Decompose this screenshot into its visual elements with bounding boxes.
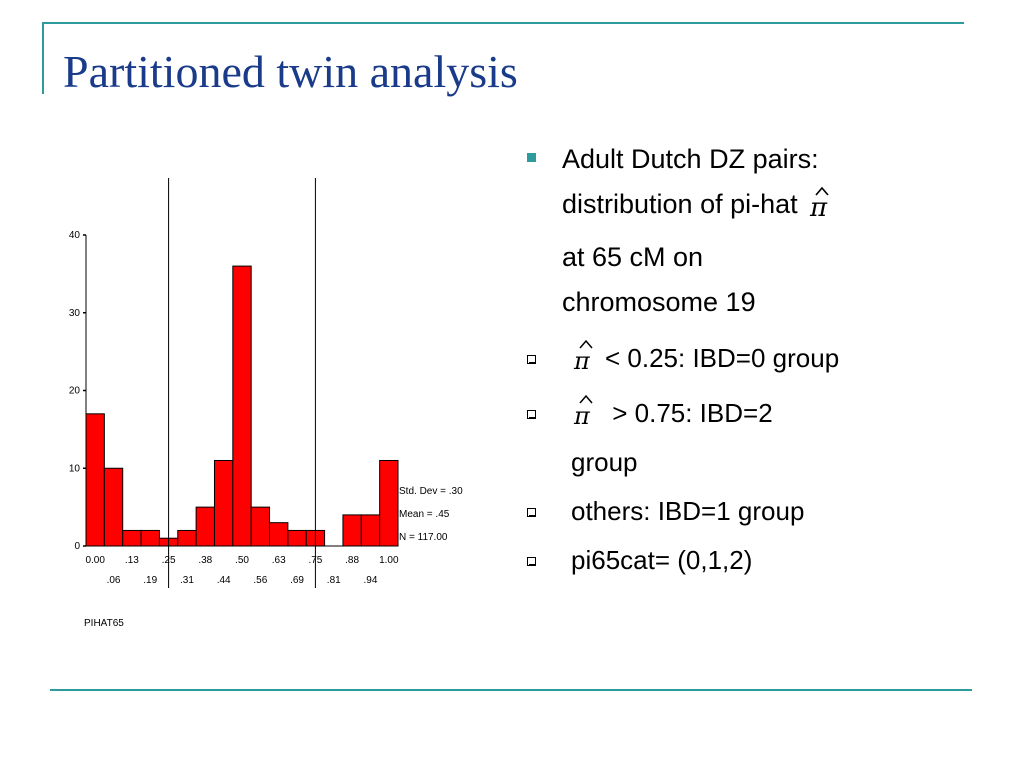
x-tick-label: .19 [143, 575, 157, 586]
pi-hat-symbol-icon: π [804, 185, 840, 235]
hollow-square-bullet-icon [527, 508, 536, 517]
sub-bullet-ibd0: π < 0.25: IBD=0 group [527, 337, 997, 386]
histogram-bar [85, 413, 105, 547]
x-tick-label: 0.00 [85, 555, 105, 566]
x-tick-label: .56 [253, 575, 267, 586]
y-tick-label: 20 [69, 386, 81, 397]
x-tick-label: 1.00 [379, 555, 399, 566]
svg-text:π: π [573, 347, 591, 373]
sub-bullet-text: others: IBD=1 group [571, 496, 805, 526]
x-tick-label: .44 [217, 575, 231, 586]
histogram-bar [379, 459, 399, 547]
x-tick-label: .25 [162, 555, 176, 566]
y-tick-label: 10 [69, 463, 81, 474]
hollow-square-bullet-icon [527, 355, 536, 364]
stats-annotation: Mean = .45 [399, 509, 450, 520]
top-rule [42, 22, 964, 24]
pi-hat-symbol-icon: π [571, 394, 601, 441]
sub-bullet-ibd1: others: IBD=1 group [527, 490, 997, 533]
slide-title: Partitioned twin analysis [63, 46, 518, 97]
main-bullet-line: chromosome 19 [562, 287, 756, 317]
x-tick-label: .63 [272, 555, 286, 566]
svg-text:π: π [573, 402, 591, 428]
histogram-bar [250, 506, 271, 547]
sub-bullet-text: > 0.75: IBD=2 [605, 398, 773, 428]
main-bullet-line: distribution of pi-hat π [562, 182, 997, 235]
x-tick-label: .69 [290, 575, 304, 586]
histogram-bar [213, 459, 234, 547]
x-tick-label: .38 [198, 555, 212, 566]
histogram-chart: 0 10 20 30 40 0.00 .13 .25 .38 .50 .63 .75 .88 1.00 .0… [69, 178, 463, 629]
histogram-bar [269, 522, 289, 547]
left-rule [42, 22, 44, 94]
sub-bullet-text-continued: group [571, 447, 638, 477]
x-tick-label: .50 [235, 555, 249, 566]
histogram-bar [287, 529, 307, 547]
y-tick-label: 30 [69, 308, 81, 319]
y-tick-label: 40 [69, 230, 81, 241]
hollow-square-bullet-icon [527, 410, 536, 419]
x-tick-label: .75 [308, 555, 322, 566]
bottom-rule [50, 689, 972, 691]
stats-annotation: Std. Dev = .30 [399, 486, 463, 497]
histogram-bar [177, 529, 197, 547]
pi-hat-symbol-icon: π [571, 339, 601, 386]
stats-annotation: N = 117.00 [399, 532, 448, 543]
y-tick-label: 0 [74, 541, 80, 552]
x-tick-label: .13 [125, 555, 139, 566]
main-bullet-line: Adult Dutch DZ pairs: [562, 144, 819, 174]
svg-text:π: π [809, 193, 828, 221]
x-tick-label: .06 [107, 575, 121, 586]
histogram-bar [342, 514, 362, 547]
bullet-list: Adult Dutch DZ pairs: distribution of pi… [527, 137, 997, 582]
sub-bullet-pi65cat: pi65cat= (0,1,2) [527, 539, 997, 582]
sub-bullet-ibd2: π > 0.75: IBD=2 group [527, 392, 997, 484]
main-bullet-line: at 65 cM on [562, 242, 704, 272]
x-tick-label: .81 [327, 575, 341, 586]
histogram-bar [140, 529, 160, 547]
histogram-bar [195, 506, 215, 547]
histogram-bar [103, 467, 124, 547]
histogram-bar [122, 529, 142, 547]
x-axis-label: PIHAT65 [84, 618, 124, 629]
x-tick-label: .31 [180, 575, 194, 586]
sub-bullet-text: pi65cat= (0,1,2) [571, 545, 753, 575]
histogram-bar [232, 265, 252, 547]
histogram-bar [360, 514, 381, 547]
square-bullet-icon [527, 153, 536, 162]
x-tick-label: .88 [345, 555, 359, 566]
main-bullet: Adult Dutch DZ pairs: distribution of pi… [527, 137, 997, 325]
x-tick-label: .94 [364, 575, 378, 586]
hollow-square-bullet-icon [527, 557, 536, 566]
main-bullet-line-text: distribution of pi-hat [562, 189, 798, 219]
sub-bullet-text: < 0.25: IBD=0 group [605, 343, 840, 373]
